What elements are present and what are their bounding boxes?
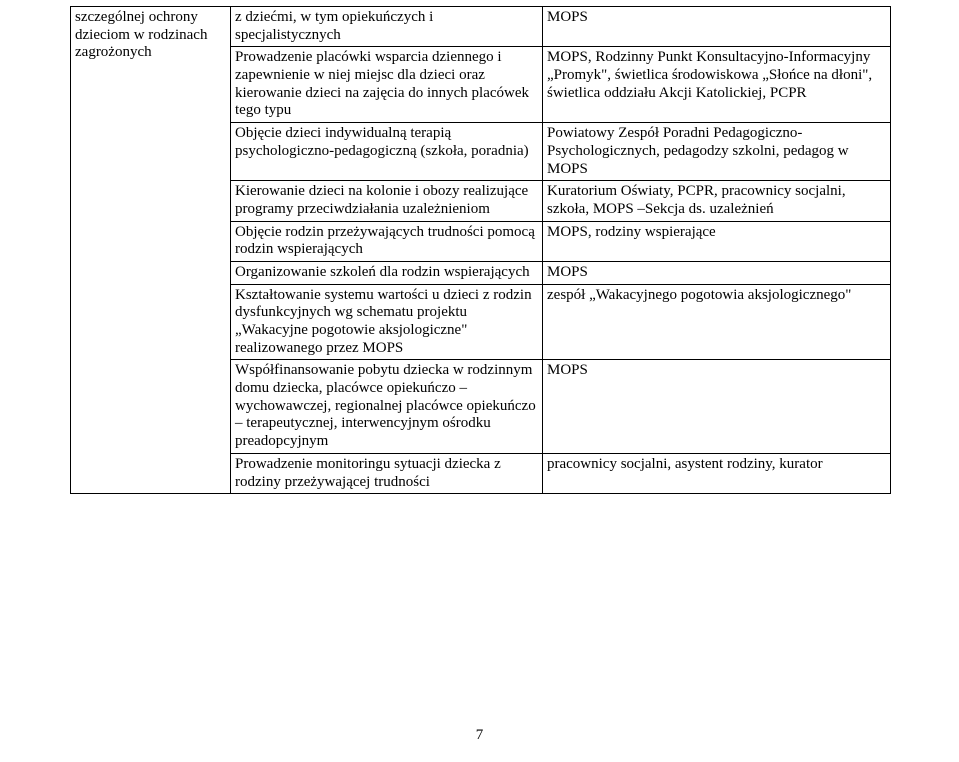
cell-responsible: MOPS bbox=[543, 261, 891, 284]
cell-action: Kierowanie dzieci na kolonie i obozy rea… bbox=[231, 181, 543, 221]
table-row: szczególnej ochrony dzieciom w rodzinach… bbox=[71, 7, 891, 47]
cell-responsible: Kuratorium Oświaty, PCPR, pracownicy soc… bbox=[543, 181, 891, 221]
cell-responsible: MOPS, rodziny wspierające bbox=[543, 221, 891, 261]
cell-responsible: MOPS, Rodzinny Punkt Konsultacyjno-Infor… bbox=[543, 47, 891, 123]
cell-responsible: MOPS bbox=[543, 360, 891, 453]
cell-action: Prowadzenie placówki wsparcia dziennego … bbox=[231, 47, 543, 123]
cell-action: Współfinansowanie pobytu dziecka w rodzi… bbox=[231, 360, 543, 453]
cell-action: z dziećmi, w tym opiekuńczych i specjali… bbox=[231, 7, 543, 47]
cell-action: Objęcie rodzin przeżywających trudności … bbox=[231, 221, 543, 261]
cell-responsible: MOPS bbox=[543, 7, 891, 47]
cell-category: szczególnej ochrony dzieciom w rodzinach… bbox=[71, 7, 231, 494]
cell-action: Objęcie dzieci indywidualną terapią psyc… bbox=[231, 123, 543, 181]
cell-responsible: zespół „Wakacyjnego pogotowia aksjologic… bbox=[543, 284, 891, 360]
cell-action: Organizowanie szkoleń dla rodzin wspiera… bbox=[231, 261, 543, 284]
cell-responsible: Powiatowy Zespół Poradni Pedagogiczno-Ps… bbox=[543, 123, 891, 181]
cell-responsible: pracownicy socjalni, asystent rodziny, k… bbox=[543, 453, 891, 493]
cell-action: Prowadzenie monitoringu sytuacji dziecka… bbox=[231, 453, 543, 493]
page: szczególnej ochrony dzieciom w rodzinach… bbox=[0, 0, 959, 762]
cell-action: Kształtowanie systemu wartości u dzieci … bbox=[231, 284, 543, 360]
document-table: szczególnej ochrony dzieciom w rodzinach… bbox=[70, 6, 891, 494]
page-number: 7 bbox=[0, 727, 959, 744]
